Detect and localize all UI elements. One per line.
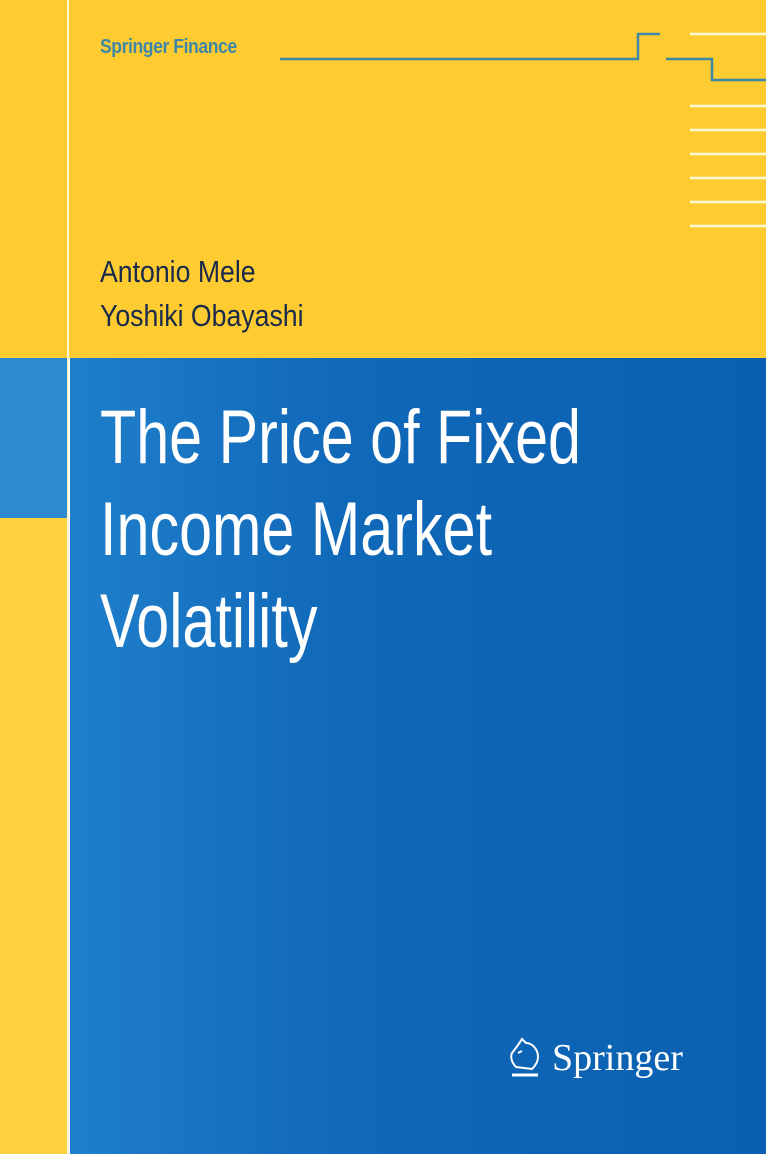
left-yellow-strip (0, 518, 68, 1154)
publisher-name: Springer (552, 1037, 683, 1079)
author-name: Antonio Mele (100, 254, 256, 289)
blue-title-panel (70, 358, 766, 1154)
knight-horse-icon (510, 1037, 540, 1077)
left-blue-block (0, 358, 68, 518)
authors: Antonio Mele Yoshiki Obayashi (100, 250, 304, 338)
title-line: The Price of Fixed (100, 395, 582, 480)
series-name: Springer Finance (100, 36, 237, 58)
author-name: Yoshiki Obayashi (100, 298, 304, 333)
publisher-logo: Springer (508, 1036, 683, 1080)
book-title: The Price of Fixed Income Market Volatil… (100, 392, 581, 668)
title-line: Volatility (100, 579, 318, 664)
title-line: Income Market (100, 487, 493, 572)
decorative-lines (280, 32, 766, 228)
vertical-divider (67, 0, 69, 1154)
